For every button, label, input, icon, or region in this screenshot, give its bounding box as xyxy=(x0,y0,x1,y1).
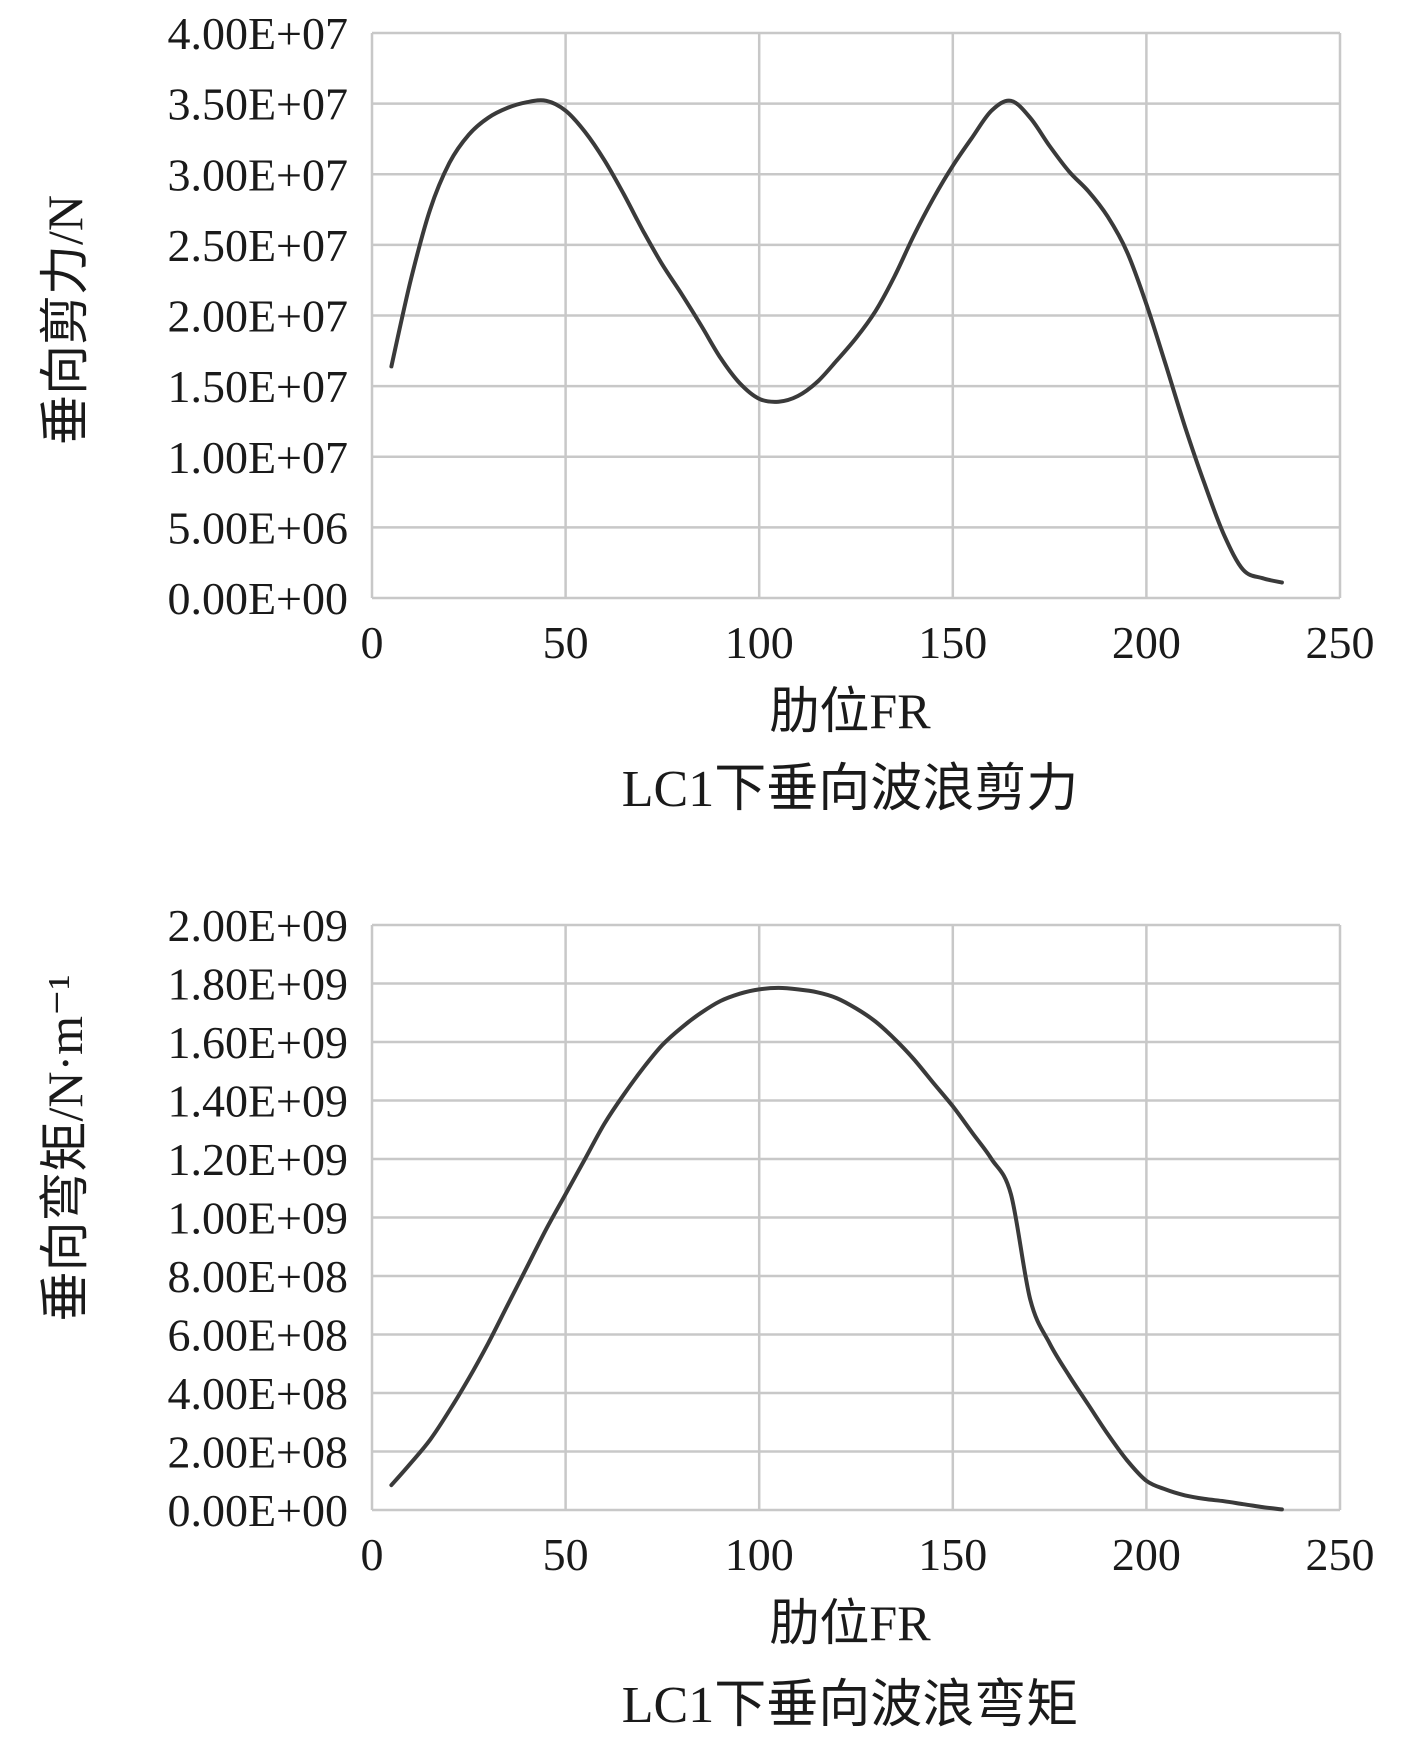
shear-y-tick-label: 3.50E+07 xyxy=(167,79,348,130)
moment-y-tick-label: 0.00E+00 xyxy=(167,1485,348,1536)
moment-x-tick-label: 200 xyxy=(1112,1529,1181,1580)
shear-x-tick-label: 50 xyxy=(543,617,589,668)
shear-x-tick-label: 0 xyxy=(361,617,384,668)
shear-x-tick-label: 200 xyxy=(1112,617,1181,668)
moment-y-tick-label: 1.00E+09 xyxy=(167,1193,348,1244)
shear-y-tick-label: 1.50E+07 xyxy=(167,361,348,412)
moment-y-tick-label: 8.00E+08 xyxy=(167,1251,348,1302)
moment-x-tick-label: 50 xyxy=(543,1529,589,1580)
shear-y-tick-label: 3.00E+07 xyxy=(167,149,348,200)
shear-y-tick-label: 2.00E+07 xyxy=(167,291,348,342)
moment-x-tick-label: 150 xyxy=(918,1529,987,1580)
shear-y-axis-title: 垂向剪力/N xyxy=(37,195,93,445)
bending-moment-line xyxy=(389,985,1284,1512)
shear-force-line xyxy=(389,98,1284,585)
shear-x-tick-label: 100 xyxy=(725,617,794,668)
moment-chart-title: LC1下垂向波浪弯矩 xyxy=(622,1676,1078,1734)
moment-y-axis-title: 垂向弯矩/N·m⁻¹ xyxy=(37,975,93,1322)
moment-y-tick-label: 1.40E+09 xyxy=(167,1076,348,1127)
moment-x-tick-label: 100 xyxy=(725,1529,794,1580)
moment-grid xyxy=(370,923,1342,1512)
moment-y-tick-label: 2.00E+09 xyxy=(167,900,348,951)
moment-y-tick-label: 2.00E+08 xyxy=(167,1427,348,1478)
moment-y-tick-label: 4.00E+08 xyxy=(167,1368,348,1419)
moment-y-tick-label: 6.00E+08 xyxy=(167,1310,348,1361)
shear-x-tick-labels: 0 50 100 150 200 250 xyxy=(361,617,1375,668)
shear-y-tick-label: 5.00E+06 xyxy=(167,502,348,553)
moment-x-tick-label: 0 xyxy=(361,1529,384,1580)
moment-y-tick-label: 1.20E+09 xyxy=(167,1134,348,1185)
shear-grid xyxy=(370,31,1342,600)
shear-x-tick-label: 150 xyxy=(918,617,987,668)
shear-x-axis-title: 肋位FR xyxy=(769,683,931,739)
shear-y-tick-labels: 0.00E+00 5.00E+06 1.00E+07 1.50E+07 2.00E+07… xyxy=(167,8,348,624)
shear-y-tick-label: 4.00E+07 xyxy=(167,8,348,59)
shear-y-tick-label: 0.00E+00 xyxy=(167,573,348,624)
moment-y-tick-labels: 0.00E+00 2.00E+08 4.00E+08 6.00E+08 8.00E+08… xyxy=(167,900,348,1536)
shear-y-tick-label: 1.00E+07 xyxy=(167,432,348,483)
moment-y-tick-label: 1.80E+09 xyxy=(167,959,348,1010)
moment-x-tick-label: 250 xyxy=(1306,1529,1375,1580)
moment-x-axis-title: 肋位FR xyxy=(769,1595,931,1651)
moment-y-tick-label: 1.60E+09 xyxy=(167,1017,348,1068)
shear-y-tick-label: 2.50E+07 xyxy=(167,220,348,271)
shear-force-chart: 0.00E+00 5.00E+06 1.00E+07 1.50E+07 2.00E+07… xyxy=(37,8,1375,818)
shear-x-tick-label: 250 xyxy=(1306,617,1375,668)
bending-moment-chart: 0.00E+00 2.00E+08 4.00E+08 6.00E+08 8.00E+08… xyxy=(37,900,1375,1734)
moment-x-tick-labels: 0 50 100 150 200 250 xyxy=(361,1529,1375,1580)
shear-chart-title: LC1下垂向波浪剪力 xyxy=(622,761,1078,818)
